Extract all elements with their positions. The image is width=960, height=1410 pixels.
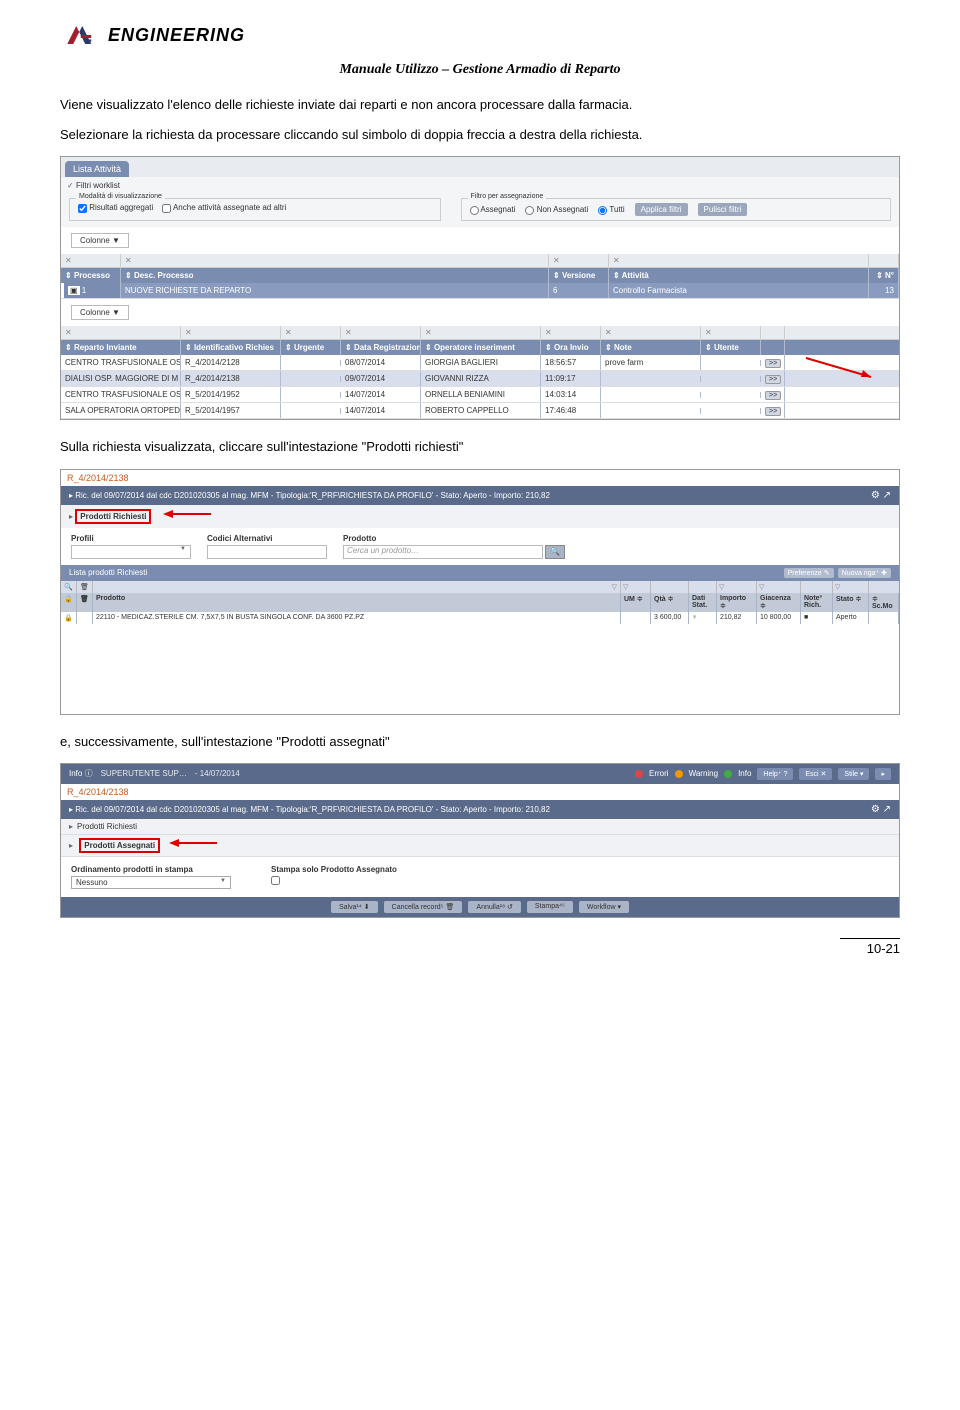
- print-button[interactable]: Stampa⁴⁵: [527, 901, 573, 913]
- delete-button[interactable]: Cancella record⁵ 🗑: [384, 901, 463, 913]
- clear-filters-button[interactable]: Pulisci filtri: [698, 203, 748, 216]
- doc-subtitle: Manuale Utilizzo – Gestione Armadio di R…: [60, 62, 900, 78]
- radio-unassigned[interactable]: Non Assegnati: [525, 205, 588, 214]
- top-toolbar: Info ⓘ SUPERUTENTE SUP… - 14/07/2014 Err…: [61, 764, 899, 784]
- red-arrow-annotation: [161, 507, 211, 521]
- request-title: R_4/2014/2138: [61, 784, 899, 800]
- sort-select[interactable]: Nessuno: [71, 876, 231, 889]
- open-button[interactable]: >>: [765, 375, 781, 384]
- open-button[interactable]: >>: [765, 391, 781, 400]
- screenshot-1: Lista Attività ✓ Filtri worklist Modalit…: [60, 156, 900, 420]
- warning-button[interactable]: Warning: [689, 769, 719, 778]
- fieldset-visualization: Modalità di visualizzazione Risultati ag…: [69, 198, 441, 221]
- prodotto-input[interactable]: Cerca un prodotto…: [343, 545, 543, 559]
- tab-lista-attivita[interactable]: Lista Attività: [65, 161, 129, 177]
- grid1-header: ⇕ Processo ⇕ Desc. Processo ⇕ Versione ⇕…: [61, 268, 899, 283]
- list-header: Lista prodotti Richiesti Preferenze ✎ Nu…: [61, 565, 899, 581]
- columns-button[interactable]: Colonne ▼: [71, 233, 129, 248]
- print-options: Ordinamento prodotti in stampa Nessuno S…: [61, 857, 899, 897]
- screenshot-2: R_4/2014/2138 ▸ Ric. del 09/07/2014 dal …: [60, 469, 900, 715]
- user-label: SUPERUTENTE SUP…: [101, 769, 187, 778]
- columns-button-2[interactable]: Colonne ▼: [71, 305, 129, 320]
- request-summary-bar[interactable]: ▸ Ric. del 09/07/2014 dal cdc D201020305…: [61, 486, 899, 505]
- radio-assigned[interactable]: Assegnati: [470, 205, 516, 214]
- action-bar: Salva¹⁴ ⬇ Cancella record⁵ 🗑 Annulla¹⁸ ↺…: [61, 897, 899, 917]
- brand-logo: [60, 20, 100, 50]
- expand-button[interactable]: ▸: [875, 768, 891, 780]
- apply-filters-button[interactable]: Applica filtri: [635, 203, 688, 216]
- lock-icon: 🔒: [61, 593, 77, 612]
- grid1-row[interactable]: ▣ 1 NUOVE RICHIESTE DA REPARTO 6 Control…: [61, 283, 899, 299]
- paragraph-4: e, successivamente, sull'intestazione "P…: [60, 733, 900, 751]
- workflow-button[interactable]: Workflow ▾: [579, 901, 629, 913]
- print-assigned-checkbox[interactable]: [271, 876, 280, 885]
- filter-group-label: Filtri worklist: [76, 181, 120, 190]
- profili-select[interactable]: [71, 545, 191, 559]
- grid2-row[interactable]: CENTRO TRASFUSIONALE OSP.R_4/2014/212808…: [61, 355, 899, 371]
- exit-button[interactable]: Esci ✕: [799, 768, 832, 780]
- chk-others[interactable]: Anche attività assegnate ad altri: [162, 203, 286, 212]
- red-arrow-annotation: [167, 836, 217, 850]
- chk-aggregated[interactable]: Risultati aggregati: [78, 203, 153, 212]
- gear-icon[interactable]: ⚙ ↗: [871, 490, 891, 501]
- paragraph-1: Viene visualizzato l'elenco delle richie…: [60, 96, 900, 114]
- brand-name: ENGINEERING: [108, 25, 245, 46]
- request-summary-bar[interactable]: ▸ Ric. del 09/07/2014 dal cdc D201020305…: [61, 800, 899, 819]
- errors-button[interactable]: Errori: [649, 769, 669, 778]
- search-form: Profili Codici Alternativi ProdottoCerca…: [61, 528, 899, 565]
- gear-icon[interactable]: ⚙ ↗: [871, 804, 891, 815]
- page-header: ENGINEERING: [60, 20, 900, 50]
- info-tab-button[interactable]: Info: [738, 769, 751, 778]
- product-row[interactable]: 🔒 22110 - MEDICAZ.STERILE CM. 7,5X7,5 IN…: [61, 612, 899, 624]
- preferences-button[interactable]: Preferenze ✎: [784, 568, 834, 578]
- page-number: 10-21: [840, 938, 900, 956]
- fieldset-assignment: Filtro per assegnazione Assegnati Non As…: [461, 198, 891, 221]
- grid2-row[interactable]: DIALISI OSP. MAGGIORE DI MR_4/2014/21380…: [61, 371, 899, 387]
- prodotti-richiesti-header[interactable]: Prodotti Richiesti: [75, 509, 151, 524]
- prodotti-richiesti-section[interactable]: ▸Prodotti Richiesti: [61, 819, 899, 835]
- screenshot-3: Info ⓘ SUPERUTENTE SUP… - 14/07/2014 Err…: [60, 763, 900, 918]
- radio-all[interactable]: Tutti: [598, 205, 624, 214]
- grid1-filter-row: ✕✕✕✕: [61, 254, 899, 268]
- cancel-button[interactable]: Annulla¹⁸ ↺: [468, 901, 520, 913]
- help-button[interactable]: Help⁺ ?: [757, 768, 793, 780]
- info-button[interactable]: Info ⓘ: [69, 768, 93, 779]
- style-button[interactable]: Stile ▾: [838, 768, 869, 780]
- open-button[interactable]: >>: [765, 407, 781, 416]
- save-button[interactable]: Salva¹⁴ ⬇: [331, 901, 378, 913]
- paragraph-3: Sulla richiesta visualizzata, cliccare s…: [60, 438, 900, 456]
- new-row-button[interactable]: Nuova riga⁺ ✚: [838, 568, 891, 578]
- open-button[interactable]: >>: [765, 359, 781, 368]
- product-grid-header: 🔒 🗑 Prodotto UM ≑ Qtà ≑ Dati Stat. Impor…: [61, 593, 899, 612]
- grid2-header: ⇕ Reparto Inviante ⇕ Identificativo Rich…: [61, 340, 899, 355]
- request-title: R_4/2014/2138: [61, 470, 899, 486]
- grid2-row[interactable]: CENTRO TRASFUSIONALE OSP.R_5/2014/195214…: [61, 387, 899, 403]
- paragraph-2: Selezionare la richiesta da processare c…: [60, 126, 900, 144]
- grid2-row[interactable]: SALA OPERATORIA ORTOPEDIAR_5/2014/195714…: [61, 403, 899, 419]
- codici-input[interactable]: [207, 545, 327, 559]
- search-icon[interactable]: 🔍: [545, 545, 565, 559]
- prodotti-assegnati-header[interactable]: Prodotti Assegnati: [79, 838, 160, 853]
- grid2-filter-row: ✕✕✕✕✕✕✕✕: [61, 326, 899, 340]
